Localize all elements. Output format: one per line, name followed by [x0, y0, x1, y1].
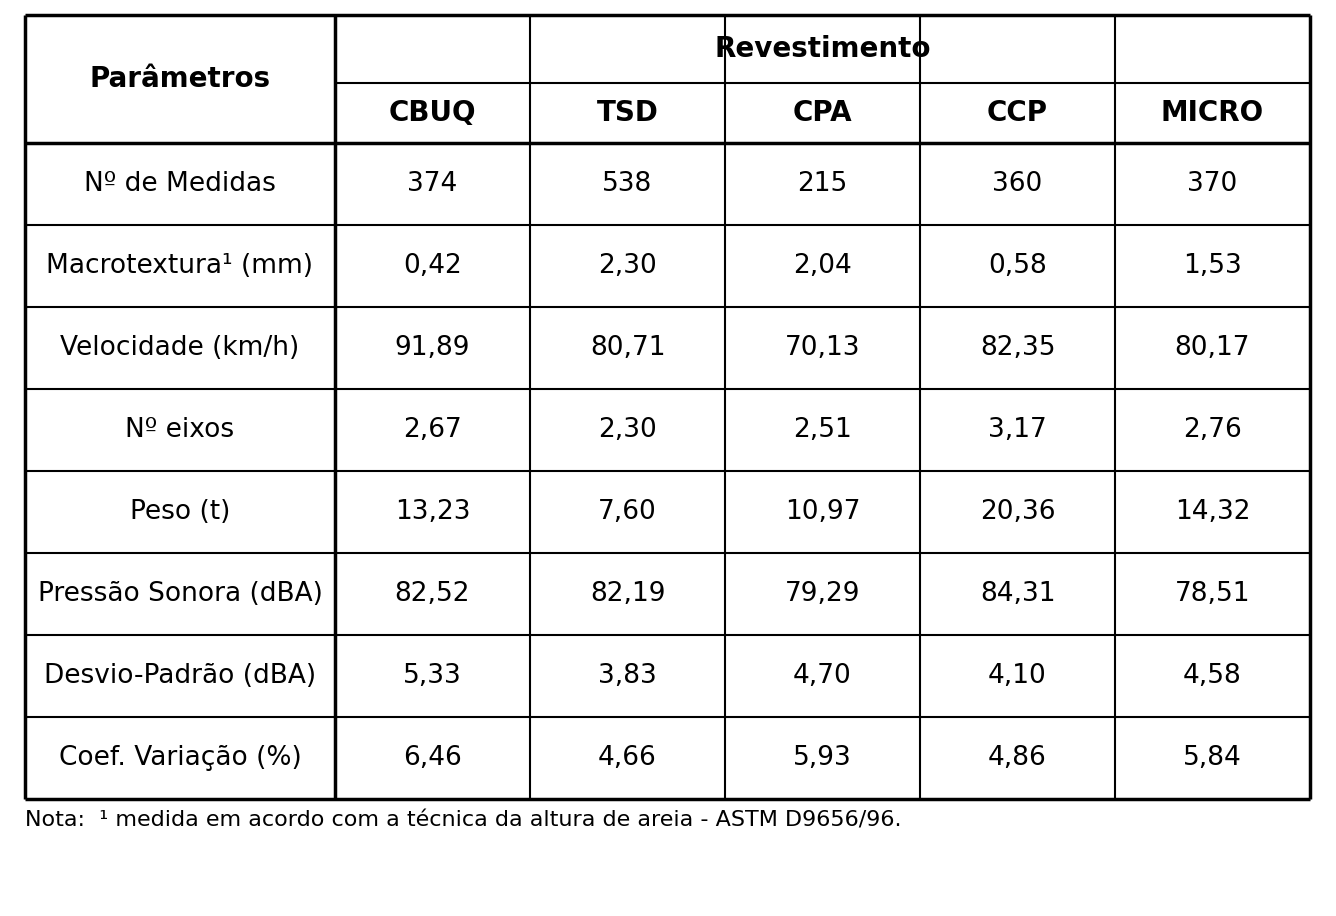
Text: Nº de Medidas: Nº de Medidas — [84, 171, 277, 197]
Text: CPA: CPA — [792, 99, 852, 127]
Text: 5,93: 5,93 — [794, 745, 852, 771]
Text: 20,36: 20,36 — [979, 499, 1055, 525]
Text: 0,42: 0,42 — [403, 253, 462, 279]
Text: 70,13: 70,13 — [784, 335, 860, 361]
Text: 82,35: 82,35 — [979, 335, 1055, 361]
Text: 13,23: 13,23 — [394, 499, 470, 525]
Text: MICRO: MICRO — [1161, 99, 1264, 127]
Text: 2,04: 2,04 — [794, 253, 852, 279]
Text: CBUQ: CBUQ — [389, 99, 476, 127]
Text: 2,30: 2,30 — [599, 253, 657, 279]
Text: 78,51: 78,51 — [1174, 581, 1250, 607]
Text: 2,51: 2,51 — [794, 417, 852, 443]
Text: 79,29: 79,29 — [784, 581, 860, 607]
Text: 84,31: 84,31 — [979, 581, 1055, 607]
Bar — [25, 15, 1311, 799]
Text: Revestimento: Revestimento — [715, 35, 931, 63]
Text: Coef. Variação (%): Coef. Variação (%) — [59, 745, 302, 771]
Text: 5,84: 5,84 — [1184, 745, 1242, 771]
Text: 1,53: 1,53 — [1184, 253, 1242, 279]
Text: 4,58: 4,58 — [1184, 663, 1242, 689]
Text: 0,58: 0,58 — [989, 253, 1047, 279]
Text: Nota:  ¹ medida em acordo com a técnica da altura de areia - ASTM D9656/96.: Nota: ¹ medida em acordo com a técnica d… — [25, 811, 902, 831]
Text: 370: 370 — [1188, 171, 1237, 197]
Text: 2,30: 2,30 — [599, 417, 657, 443]
Text: 3,17: 3,17 — [989, 417, 1047, 443]
Text: 10,97: 10,97 — [784, 499, 860, 525]
Text: 4,66: 4,66 — [599, 745, 657, 771]
Text: 2,67: 2,67 — [403, 417, 462, 443]
Text: 538: 538 — [603, 171, 652, 197]
Text: 82,52: 82,52 — [394, 581, 470, 607]
Text: 80,71: 80,71 — [589, 335, 665, 361]
Text: 215: 215 — [798, 171, 847, 197]
Text: Macrotextura¹ (mm): Macrotextura¹ (mm) — [47, 253, 314, 279]
Text: 360: 360 — [993, 171, 1042, 197]
Text: 6,46: 6,46 — [403, 745, 462, 771]
Text: 4,10: 4,10 — [989, 663, 1047, 689]
Text: 5,33: 5,33 — [403, 663, 462, 689]
Text: 14,32: 14,32 — [1174, 499, 1250, 525]
Text: 82,19: 82,19 — [589, 581, 665, 607]
Text: TSD: TSD — [597, 99, 659, 127]
Text: 4,70: 4,70 — [794, 663, 852, 689]
Text: 2,76: 2,76 — [1184, 417, 1242, 443]
Text: Velocidade (km/h): Velocidade (km/h) — [60, 335, 299, 361]
Text: Desvio-Padrão (dBA): Desvio-Padrão (dBA) — [44, 663, 317, 689]
Text: 80,17: 80,17 — [1174, 335, 1250, 361]
Text: 91,89: 91,89 — [394, 335, 470, 361]
Text: CCP: CCP — [987, 99, 1047, 127]
Text: 4,86: 4,86 — [989, 745, 1047, 771]
Text: 7,60: 7,60 — [599, 499, 657, 525]
Text: Pressão Sonora (dBA): Pressão Sonora (dBA) — [37, 581, 322, 607]
Text: Nº eixos: Nº eixos — [126, 417, 235, 443]
Text: 3,83: 3,83 — [599, 663, 657, 689]
Text: Peso (t): Peso (t) — [130, 499, 230, 525]
Text: Parâmetros: Parâmetros — [90, 65, 271, 93]
Text: 374: 374 — [407, 171, 458, 197]
